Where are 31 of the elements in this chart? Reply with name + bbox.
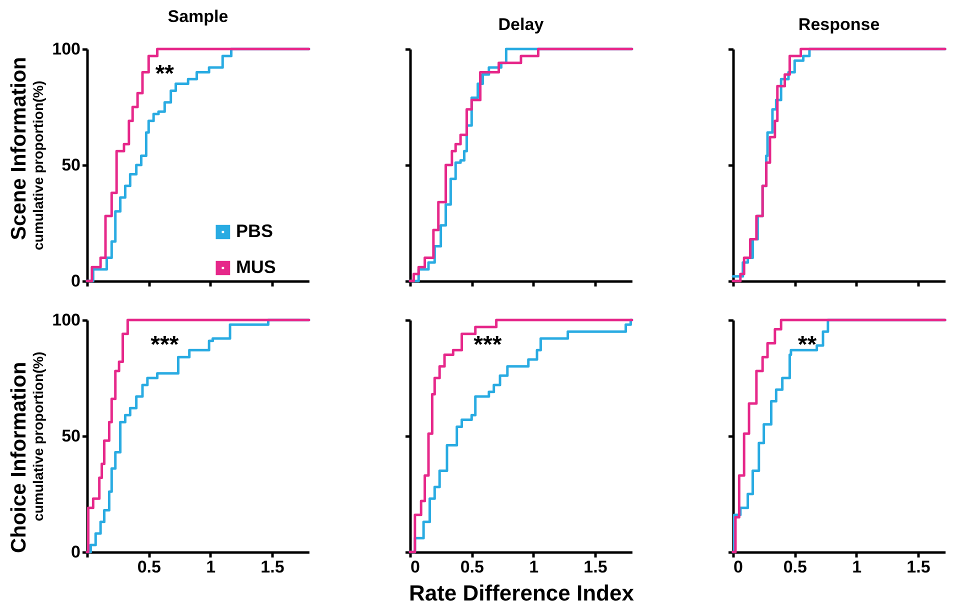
chart-title: Sample	[168, 7, 228, 26]
x-tick-label: 0.5	[137, 558, 161, 576]
annotation: ***	[474, 332, 502, 359]
y-tick-label: 100	[52, 310, 80, 330]
y-tick-label: 0	[71, 542, 80, 562]
chart-title: Response	[798, 14, 880, 34]
annotation: ***	[150, 332, 180, 359]
x-tick-label: 1	[852, 558, 862, 576]
y-tick-label: 100	[52, 40, 80, 58]
x-tick-label: 1.5	[906, 558, 930, 576]
x-tick-label: 1.5	[260, 558, 284, 576]
x-tick-label: 1	[206, 558, 216, 576]
x-tick-label: 1.5	[584, 558, 608, 576]
y-tick-label: 0	[71, 272, 80, 290]
text: Scene Information	[8, 56, 31, 240]
y-tick-label: 50	[62, 156, 80, 174]
x-tick-label: 1	[529, 558, 539, 576]
x-tick-label: 0	[734, 558, 743, 576]
annotation: **	[155, 60, 175, 88]
text: Choice Information	[8, 362, 31, 554]
chart-title: Delay	[498, 14, 544, 34]
x-tick-label: 0.5	[460, 558, 484, 576]
legend-label: MUS	[236, 257, 276, 277]
y-tick-label: 50	[62, 426, 80, 446]
y-axis-title: cumulative proportion(%)	[30, 352, 46, 522]
legend-label: PBS	[236, 221, 273, 241]
x-tick-label: 0.5	[783, 558, 807, 576]
y-axis-title: cumulative proportion(%)	[30, 80, 46, 250]
x-axis-title: Rate Difference Index	[408, 580, 635, 606]
annotation: **	[798, 332, 818, 359]
x-tick-label: 0	[410, 558, 420, 576]
